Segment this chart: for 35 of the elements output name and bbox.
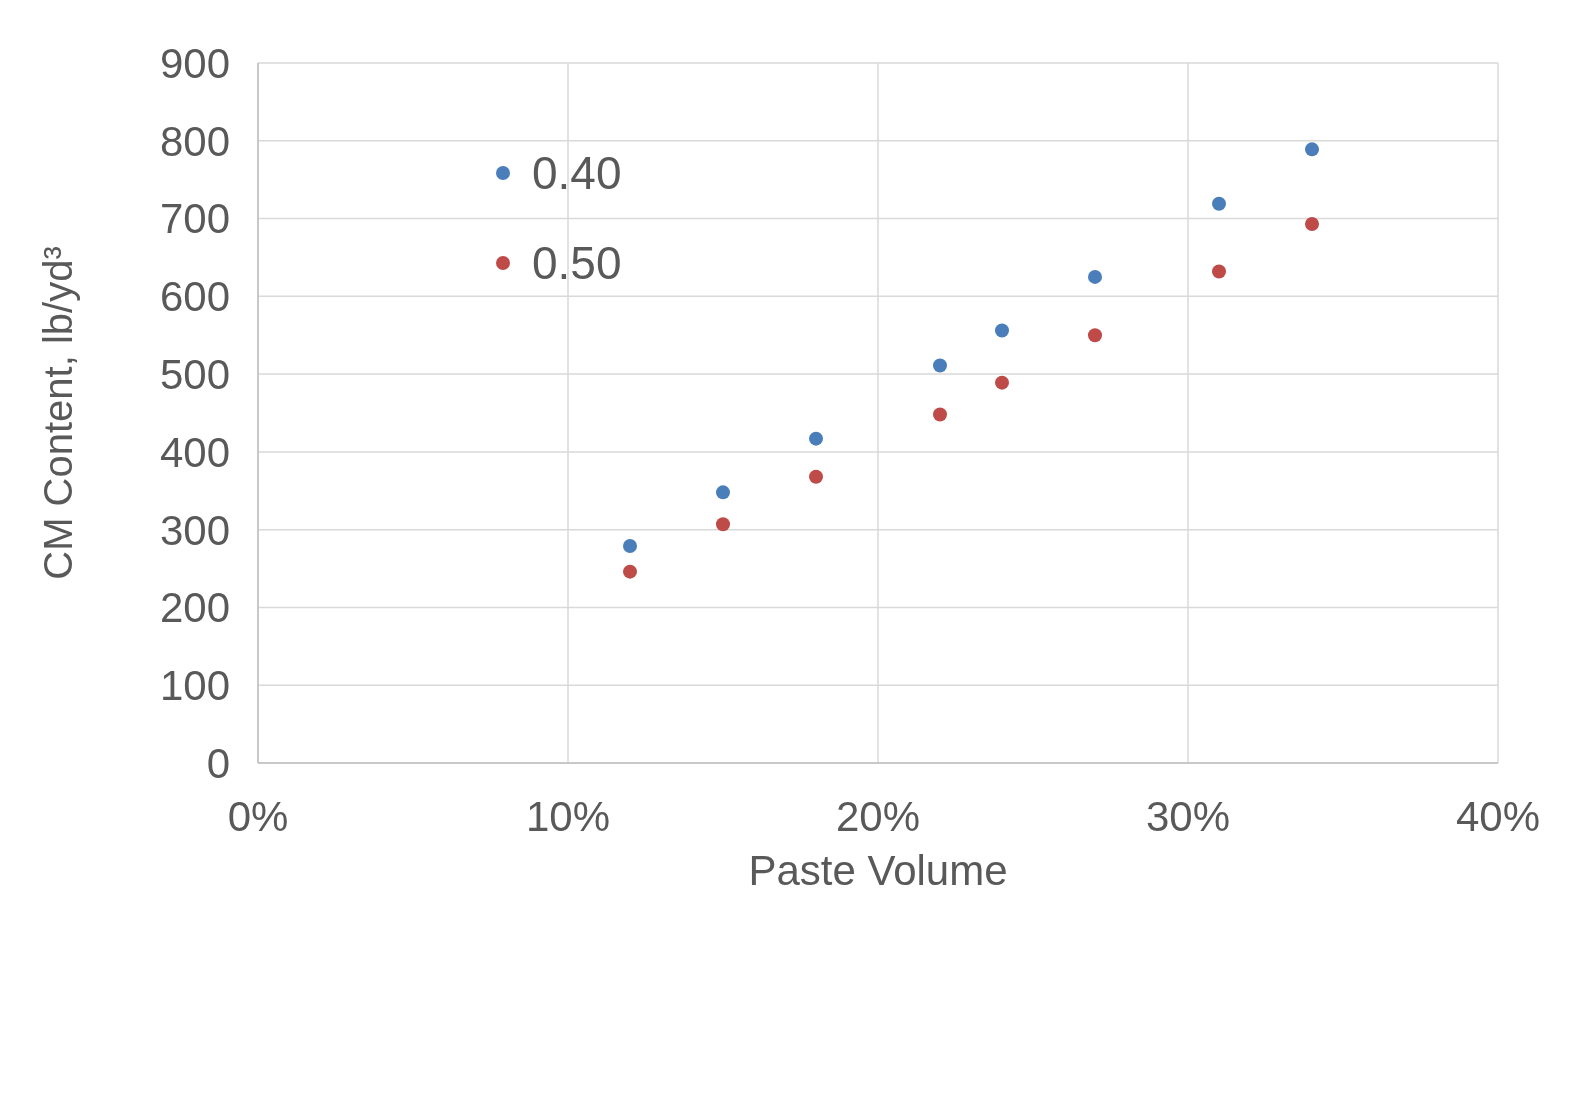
y-tick-label: 900 [159, 39, 230, 87]
legend-label: 0.40 [532, 146, 622, 200]
x-tick-label: 10% [525, 792, 611, 840]
y-tick-label: 800 [159, 117, 230, 165]
x-axis-title: Paste Volume [748, 847, 1008, 894]
y-tick-label: 200 [159, 584, 230, 632]
point [623, 539, 637, 553]
y-tick-label: 0 [206, 739, 230, 787]
point [933, 358, 947, 373]
point [1305, 217, 1319, 231]
point [1088, 269, 1102, 284]
point [1212, 196, 1226, 211]
y-tick-label: 700 [159, 195, 230, 243]
y-tick-label: 100 [159, 662, 230, 710]
x-tick-label: 20% [835, 792, 921, 840]
point [716, 517, 730, 532]
point [716, 485, 730, 500]
y-tick-label: 500 [159, 351, 230, 399]
y-axis-title: CM Content, lb/yd³ [36, 246, 81, 580]
legend-label: 0.50 [532, 236, 622, 290]
x-tick-label: 40% [1455, 792, 1541, 840]
point [1212, 264, 1226, 279]
point [1305, 142, 1319, 157]
y-tick-label: 600 [159, 273, 230, 321]
point [933, 407, 947, 422]
point [995, 375, 1009, 390]
point [809, 431, 823, 446]
point [995, 323, 1009, 338]
point [1088, 328, 1102, 343]
y-tick-label: 400 [159, 428, 230, 476]
x-tick-label: 0% [227, 792, 289, 840]
point [623, 564, 637, 579]
x-tick-label: 30% [1145, 792, 1231, 840]
y-tick-label: 300 [159, 506, 230, 554]
point [809, 469, 823, 484]
